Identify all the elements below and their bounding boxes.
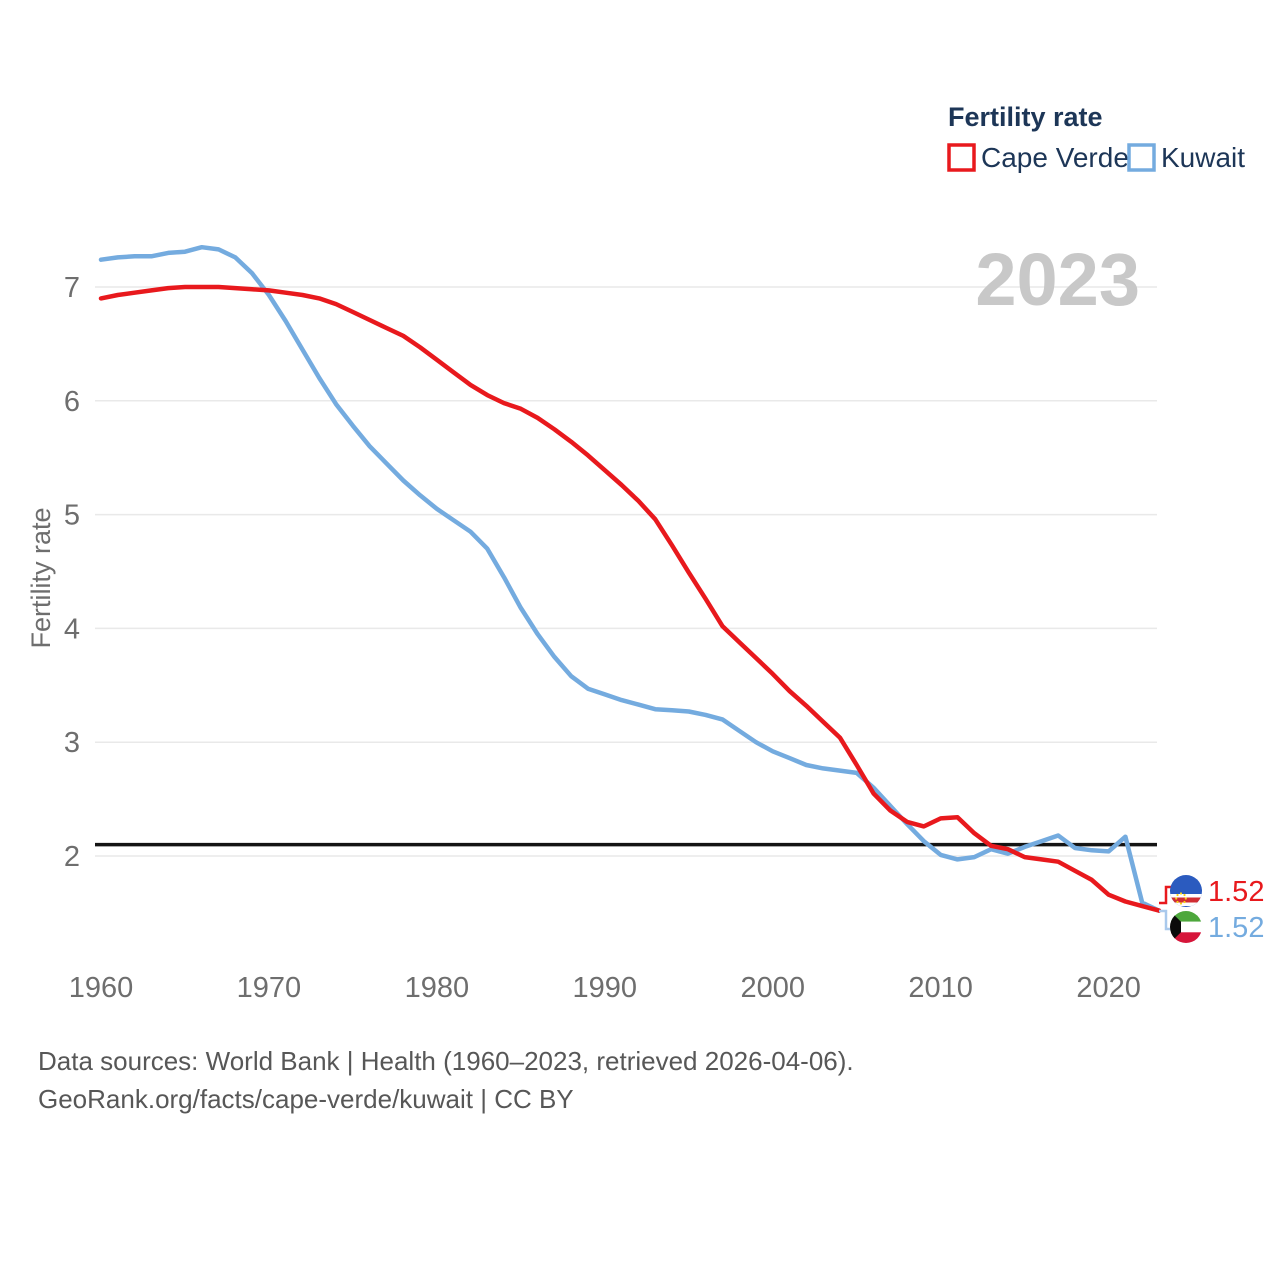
legend-item-kuwait[interactable]: Kuwait [1127, 142, 1245, 173]
legend: Fertility rate Cape Verde Kuwait [947, 102, 1245, 173]
y-tick-3: 3 [64, 727, 80, 759]
legend-label-cape-verde: Cape Verde [981, 142, 1129, 173]
kuwait-end-value: 1.52 [1208, 912, 1264, 944]
attribution-text: GeoRank.org/facts/cape-verde/kuwait | CC… [38, 1084, 574, 1114]
x-tick-2020: 2020 [1076, 972, 1141, 1004]
cape-verde-flag-icon [1170, 875, 1202, 907]
y-tick-6: 6 [64, 386, 80, 418]
kuwait-line [98, 244, 1162, 913]
cape-verde-line [98, 284, 1162, 913]
cape-verde-swatch-icon [947, 143, 976, 172]
gridlines [95, 286, 1157, 857]
series-lines [98, 244, 1162, 913]
end-connectors [1159, 885, 1171, 931]
x-tick-1970: 1970 [237, 972, 302, 1004]
cape-verde-connector [1159, 885, 1171, 905]
x-axis-ticks: 1960 1970 1980 1990 2000 2010 2020 [69, 972, 1141, 1004]
watermark-year: 2023 [975, 238, 1140, 321]
footer: Data sources: World Bank | Health (1960–… [38, 1046, 854, 1114]
y-tick-2: 2 [64, 841, 80, 873]
kuwait-connector [1159, 909, 1171, 931]
y-axis-title: Fertility rate [26, 507, 56, 648]
x-tick-1990: 1990 [573, 972, 638, 1004]
y-tick-7: 7 [64, 272, 80, 304]
x-tick-2010: 2010 [908, 972, 973, 1004]
legend-title: Fertility rate [948, 102, 1103, 132]
legend-label-kuwait: Kuwait [1161, 142, 1245, 173]
data-sources-text: Data sources: World Bank | Health (1960–… [38, 1046, 854, 1076]
kuwait-swatch-icon [1127, 143, 1156, 172]
x-tick-2000: 2000 [740, 972, 805, 1004]
x-tick-1980: 1980 [405, 972, 470, 1004]
kuwait-flag-icon [1170, 911, 1202, 943]
y-tick-5: 5 [64, 500, 80, 532]
cape-verde-end-value: 1.52 [1208, 876, 1264, 908]
y-tick-4: 4 [64, 613, 80, 645]
x-tick-1960: 1960 [69, 972, 134, 1004]
y-axis-ticks: 2 3 4 5 6 7 [64, 272, 80, 873]
legend-item-cape-verde[interactable]: Cape Verde [947, 142, 1129, 173]
